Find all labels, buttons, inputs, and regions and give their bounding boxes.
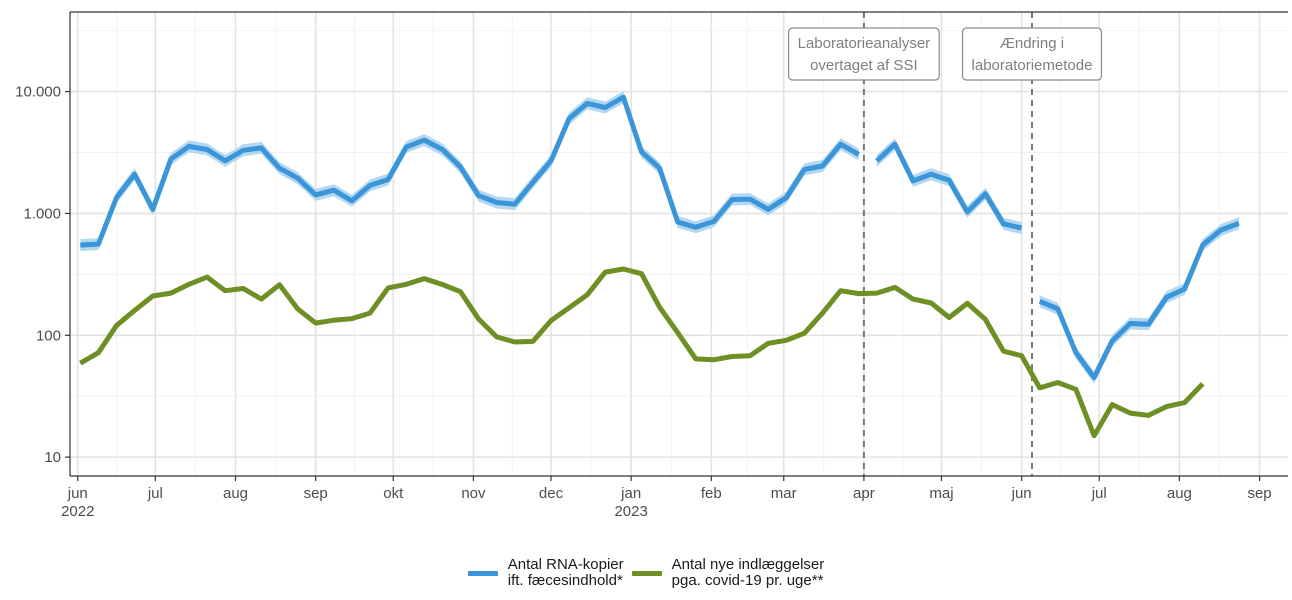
- series-0-line: [875, 141, 1023, 231]
- legend: Antal RNA-kopier ift. fæcesindhold* Anta…: [0, 557, 1292, 589]
- x-tick-label: okt: [383, 485, 404, 502]
- x-tick-label: apr: [853, 485, 875, 502]
- annotation-text-line: Ændring i: [1000, 35, 1064, 52]
- series-0-line: [80, 94, 860, 248]
- x-tick-label: sep: [304, 485, 328, 502]
- series-0-line: [1038, 220, 1240, 380]
- annotation-1: Ændring i laboratoriemetode: [961, 27, 1103, 81]
- annotation-0: Laboratorieanalyser overtaget af SSI: [788, 27, 940, 81]
- y-tick-label: 10: [44, 449, 61, 466]
- annotation-text-line: laboratoriemetode: [972, 57, 1093, 74]
- series-lines: [79, 94, 1240, 439]
- legend-label-admissions: Antal nye indlæggelser pga. covid-19 pr.…: [671, 556, 825, 589]
- legend-label-rna: Antal RNA-kopier ift. fæcesindhold*: [507, 556, 624, 589]
- x-tick-label: mar: [771, 485, 797, 502]
- y-tick-label: 10.000: [15, 84, 61, 101]
- x-tick-year-label: 2023: [614, 503, 647, 520]
- x-tick-label: aug: [1167, 485, 1192, 502]
- legend-item-rna: Antal RNA-kopier ift. fæcesindhold*: [467, 556, 624, 589]
- legend-item-admissions: Antal nye indlæggelser pga. covid-19 pr.…: [631, 556, 825, 589]
- x-tick-year-label: 2022: [61, 503, 94, 520]
- x-tick-label: sep: [1247, 485, 1271, 502]
- x-tick-label: maj: [929, 485, 953, 502]
- series-0-band: [80, 91, 859, 252]
- x-tick-label: dec: [539, 485, 564, 502]
- x-tick-label: nov: [461, 485, 486, 502]
- grid-lines: [70, 12, 1288, 476]
- series-0-band: [876, 138, 1022, 234]
- annotation-text-line: overtaget af SSI: [810, 57, 918, 74]
- x-tick-label: jun: [1011, 485, 1032, 502]
- x-tick-label: feb: [701, 485, 722, 502]
- x-tick-label: jun: [67, 485, 88, 502]
- annotation-lines: [862, 12, 1033, 476]
- x-tick-label: jul: [147, 485, 163, 502]
- annotation-text: Laboratorieanalyser overtaget af SSI: [798, 35, 931, 74]
- x-tick-label: jan: [620, 485, 641, 502]
- annotation-boxes: Laboratorieanalyser overtaget af SSI Ændri…: [788, 27, 1103, 81]
- y-tick-label: 1.000: [23, 205, 61, 222]
- annotation-box: [788, 27, 940, 81]
- legend-swatch-rna: [467, 570, 498, 576]
- series-1-line: [79, 266, 1205, 439]
- legend-swatch-admissions: [631, 570, 662, 576]
- chart-area: Laboratorieanalyser overtaget af SSI Ændri…: [15, 11, 1288, 520]
- annotation-text-line: Laboratorieanalyser: [798, 35, 931, 52]
- confidence-bands: [80, 91, 1239, 384]
- x-tick-label: aug: [223, 485, 248, 502]
- annotation-text: Ændring i laboratoriemetode: [972, 35, 1093, 74]
- x-tick-label: jul: [1091, 485, 1107, 502]
- y-tick-label: 100: [36, 327, 61, 344]
- annotation-box: [961, 27, 1103, 81]
